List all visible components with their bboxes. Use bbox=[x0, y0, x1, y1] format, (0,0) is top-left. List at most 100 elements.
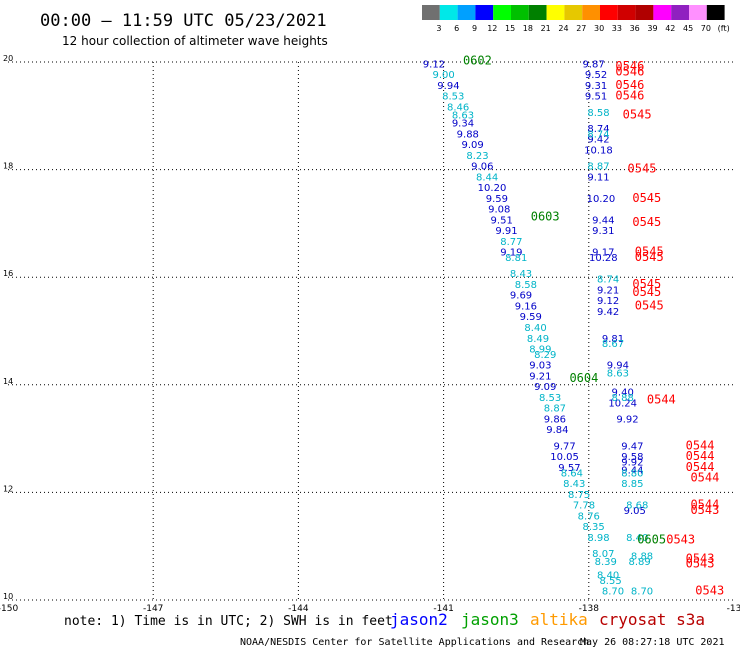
colorbar-swatch bbox=[564, 5, 583, 20]
x-tick-label: -138 bbox=[579, 604, 600, 614]
wave-height-value: 8.40 bbox=[524, 323, 546, 334]
wave-height-value: 9.92 bbox=[616, 414, 638, 425]
colorbar-label: 18 bbox=[523, 24, 533, 33]
wave-height-value: 9.00 bbox=[432, 70, 454, 81]
colorbar-swatch bbox=[689, 5, 707, 20]
colorbar-label: 39 bbox=[647, 24, 657, 33]
colorbar-label: 33 bbox=[612, 24, 622, 33]
wave-height-value: 9.42 bbox=[587, 135, 609, 146]
colorbar-swatch bbox=[475, 5, 494, 20]
wave-height-value: 10.28 bbox=[589, 253, 618, 264]
wave-height-value: 8.87 bbox=[587, 162, 609, 173]
colorbar-label: 27 bbox=[576, 24, 586, 33]
wave-height-value: 8.98 bbox=[587, 533, 609, 544]
wave-height-value: 9.19 bbox=[500, 248, 522, 259]
wave-height-value: 9.16 bbox=[515, 301, 537, 312]
wave-height-value: 8.68 bbox=[626, 501, 648, 512]
x-tick-label: -150 bbox=[0, 604, 18, 614]
plot-grid bbox=[8, 61, 734, 601]
pass-time-label: 0543 bbox=[686, 551, 715, 565]
wave-height-value: 9.11 bbox=[587, 172, 609, 183]
wave-height-value: 9.59 bbox=[486, 194, 508, 205]
pass-time-label: 0544 bbox=[690, 498, 719, 512]
pass-time-label: 0546 bbox=[615, 64, 644, 78]
wave-height-value: 8.53 bbox=[442, 92, 464, 103]
wave-height-value: 9.31 bbox=[592, 226, 614, 237]
wave-height-value: 9.52 bbox=[585, 70, 607, 81]
wave-height-value: 10.05 bbox=[550, 452, 579, 463]
wave-height-value: 9.06 bbox=[471, 162, 493, 173]
colorbar-swatch bbox=[511, 5, 529, 20]
colorbar-swatch bbox=[617, 5, 636, 20]
wave-height-value: 8.29 bbox=[534, 350, 556, 361]
x-tick-label: -144 bbox=[288, 604, 309, 614]
wave-height-value: 9.87 bbox=[583, 59, 605, 70]
wave-height-value: 9.42 bbox=[597, 307, 619, 318]
x-tick-label: -141 bbox=[433, 604, 453, 614]
wave-height-value: 9.03 bbox=[529, 361, 551, 372]
wave-height-value: 8.63 bbox=[607, 369, 629, 380]
wave-height-value: 8.89 bbox=[628, 557, 650, 568]
wave-height-value: 9.31 bbox=[585, 81, 607, 92]
footer-generated: May 26 08:27:18 UTC 2021 bbox=[580, 637, 725, 648]
wave-height-value: 9.40 bbox=[612, 388, 634, 399]
colorbar-legend: 3 6 9 12 15 18 21 24 27 30 33 36 39 42 45 70 (ft) bbox=[422, 5, 730, 33]
wave-height-value: 9.47 bbox=[621, 441, 643, 452]
pass-time-label: 0546 bbox=[615, 89, 644, 103]
wave-height-value: 9.09 bbox=[462, 140, 484, 151]
colorbar-label: 21 bbox=[541, 24, 551, 33]
wave-height-value: 9.44 bbox=[592, 215, 614, 226]
wave-height-value: 9.58 bbox=[621, 452, 643, 463]
wave-height-value: 8.81 bbox=[505, 253, 527, 264]
pass-time-label: 0545 bbox=[628, 161, 657, 175]
pass-time-label: 0545 bbox=[635, 298, 664, 312]
pass-time-label: 0545 bbox=[632, 215, 661, 229]
wave-height-value: 8.40 bbox=[597, 570, 619, 581]
wave-height-value: 8.40 bbox=[626, 533, 648, 544]
wave-height-value: 8.07 bbox=[592, 549, 614, 560]
colorbar-label: 6 bbox=[454, 24, 459, 33]
colorbar-label: 15 bbox=[505, 24, 515, 33]
wave-height-value: 8.70 bbox=[602, 587, 624, 598]
colorbar-label: 30 bbox=[594, 24, 604, 33]
wave-height-value: 9.08 bbox=[488, 205, 510, 216]
wave-height-value: 8.23 bbox=[466, 151, 488, 162]
wave-height-value: 8.46 bbox=[447, 102, 469, 113]
wave-height-value: 8.88 bbox=[612, 393, 634, 404]
colorbar-swatch bbox=[422, 5, 440, 20]
wave-height-value: 8.58 bbox=[587, 108, 609, 119]
wave-height-value: 8.55 bbox=[599, 576, 621, 587]
wave-height-value: 8.39 bbox=[595, 557, 617, 568]
wave-height-value: 9.17 bbox=[592, 248, 614, 259]
wave-height-value: 9.59 bbox=[520, 312, 542, 323]
pass-time-label: 0604 bbox=[569, 371, 598, 385]
wave-height-value: 9.21 bbox=[529, 371, 551, 382]
wave-height-value: 8.63 bbox=[452, 110, 474, 121]
y-tick-label: 20 bbox=[3, 54, 13, 63]
pass-time-label: 0603 bbox=[531, 210, 560, 224]
wave-height-value: 8.77 bbox=[500, 237, 522, 248]
wave-height-value: 9.92 bbox=[621, 458, 643, 469]
colorbar-swatch bbox=[528, 5, 547, 20]
pass-time-label: 0544 bbox=[686, 438, 715, 452]
colorbar-label: 3 bbox=[436, 24, 441, 33]
wave-height-value: 9.12 bbox=[597, 296, 619, 307]
wave-height-value: 8.53 bbox=[539, 393, 561, 404]
pass-time-label: 0543 bbox=[666, 533, 695, 547]
footer-credit: NOAA/NESDIS Center for Satellite Applica… bbox=[240, 637, 589, 648]
pass-time-label: 0546 bbox=[615, 59, 644, 73]
wave-height-value: 9.34 bbox=[452, 119, 474, 130]
footer-note: note: 1) Time is in UTC; 2) SWH is in fe… bbox=[64, 614, 393, 629]
chart-subtitle: 12 hour collection of altimeter wave hei… bbox=[62, 34, 328, 48]
wave-height-value: 8.87 bbox=[544, 404, 566, 415]
wave-height-value: 9.12 bbox=[423, 59, 445, 70]
y-tick-label: 10 bbox=[3, 592, 13, 601]
wave-height-value: 8.74 bbox=[587, 129, 609, 140]
wave-height-value: 9.21 bbox=[597, 285, 619, 296]
wave-height-value: 9.51 bbox=[491, 215, 513, 226]
pass-time-label: 0602 bbox=[463, 54, 492, 68]
pass-time-label: 0544 bbox=[686, 449, 715, 463]
pass-time-label: 0544 bbox=[686, 460, 715, 474]
pass-time-label: 0545 bbox=[632, 285, 661, 299]
